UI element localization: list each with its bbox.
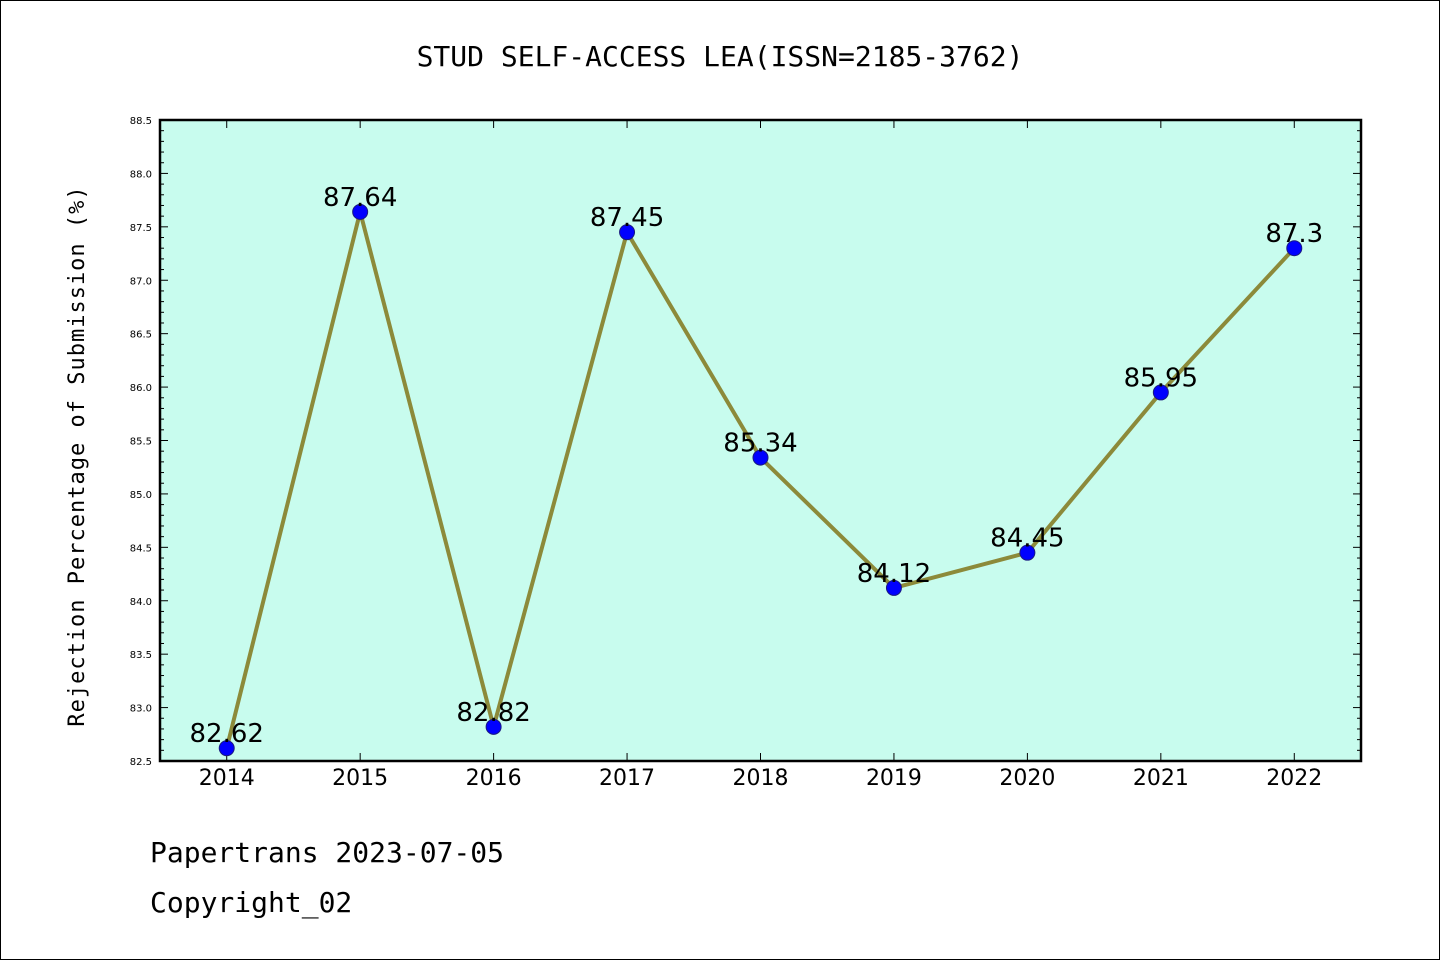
data-point bbox=[1152, 384, 1169, 401]
y-tick-label: 83.5 bbox=[130, 650, 152, 661]
y-tick-label: 85.0 bbox=[130, 490, 152, 501]
x-tick-label: 2020 bbox=[999, 766, 1055, 791]
y-tick-label: 85.5 bbox=[130, 437, 152, 448]
x-tick-label: 2015 bbox=[332, 766, 388, 791]
data-label: 87.45 bbox=[590, 203, 664, 233]
data-point bbox=[352, 203, 369, 220]
data-point bbox=[885, 579, 902, 596]
data-point bbox=[619, 224, 636, 241]
y-tick-label: 88.5 bbox=[130, 116, 152, 127]
data-point bbox=[218, 740, 235, 757]
y-tick-label: 82.5 bbox=[130, 757, 152, 768]
data-point bbox=[485, 718, 502, 735]
data-point bbox=[752, 449, 769, 466]
data-label: 87.3 bbox=[1265, 219, 1323, 249]
data-label: 85.34 bbox=[723, 429, 797, 459]
y-tick-label: 87.0 bbox=[130, 276, 152, 287]
y-tick-label: 83.0 bbox=[130, 704, 152, 715]
x-tick-label: 2017 bbox=[599, 766, 655, 791]
y-tick-label: 84.0 bbox=[130, 597, 152, 608]
data-label: 82.82 bbox=[456, 698, 530, 728]
data-point bbox=[1019, 544, 1036, 561]
plot-area bbox=[158, 118, 1363, 763]
footer-date: Papertrans 2023-07-05 bbox=[150, 836, 505, 869]
data-point bbox=[1286, 240, 1303, 257]
chart-title: STUD SELF-ACCESS LEA(ISSN=2185-3762) bbox=[417, 40, 1024, 73]
data-label: 84.45 bbox=[990, 524, 1064, 554]
data-label: 84.12 bbox=[857, 559, 931, 589]
data-label: 85.95 bbox=[1124, 363, 1198, 393]
x-tick-label: 2016 bbox=[466, 766, 522, 791]
x-tick-label: 2021 bbox=[1133, 766, 1189, 791]
x-tick-label: 2014 bbox=[199, 766, 255, 791]
x-tick-label: 2022 bbox=[1266, 766, 1322, 791]
footer-copyright: Copyright_02 bbox=[150, 886, 353, 919]
y-tick-label: 86.0 bbox=[130, 383, 152, 394]
data-label: 87.64 bbox=[323, 183, 397, 213]
y-axis-label: Rejection Percentage of Submission (%) bbox=[65, 185, 90, 726]
y-tick-label: 87.5 bbox=[130, 223, 152, 234]
y-tick-label: 84.5 bbox=[130, 543, 152, 554]
y-tick-label: 86.5 bbox=[130, 330, 152, 341]
data-label: 82.62 bbox=[190, 719, 264, 749]
y-tick-label: 88.0 bbox=[130, 169, 152, 180]
x-tick-label: 2018 bbox=[733, 766, 789, 791]
x-tick-label: 2019 bbox=[866, 766, 922, 791]
